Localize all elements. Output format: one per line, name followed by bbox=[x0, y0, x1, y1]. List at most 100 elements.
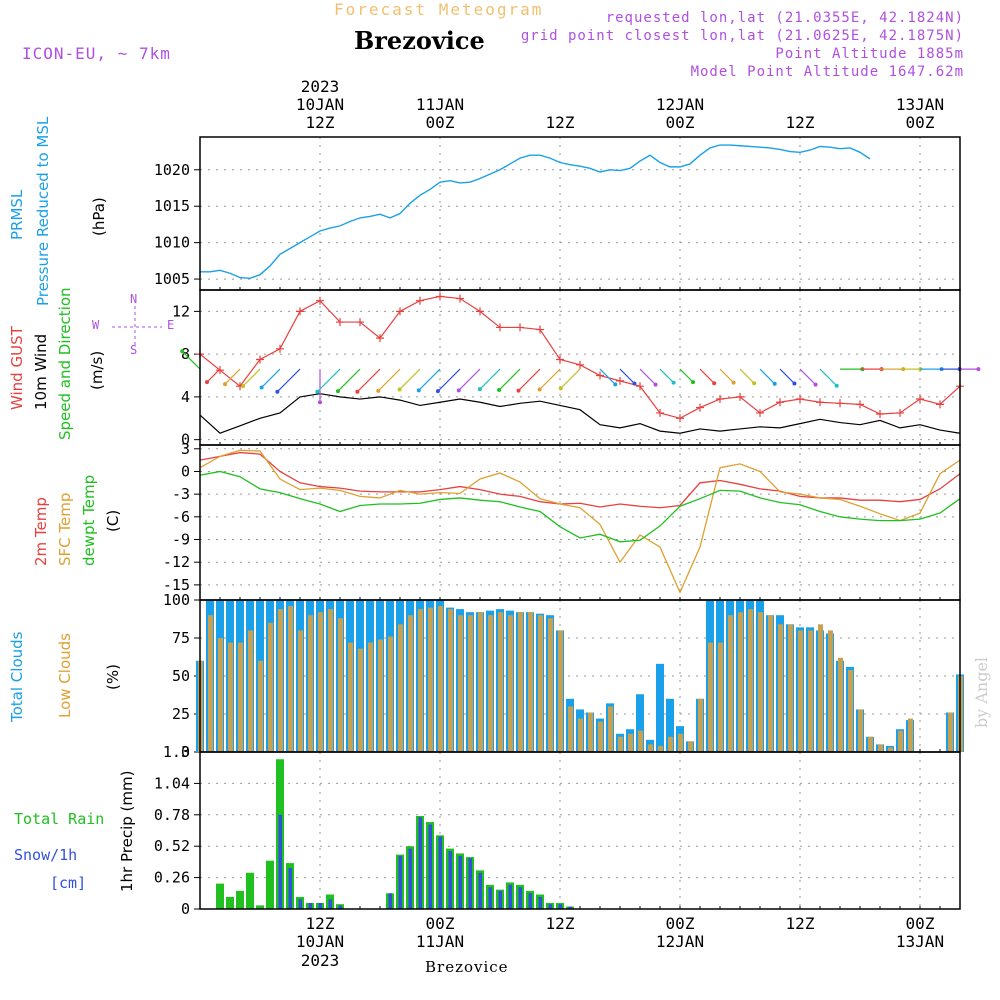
gust-point-5 bbox=[296, 307, 304, 316]
p4-label-total: Total Clouds bbox=[8, 631, 26, 722]
cloud-low-bar-34 bbox=[538, 615, 543, 752]
p5-label-cm: [cm] bbox=[50, 874, 87, 892]
wind-arrow-4 bbox=[261, 368, 281, 388]
wind-arrow-7 bbox=[316, 368, 341, 393]
wind-arrow-head-16 bbox=[497, 388, 502, 393]
cloud-low-bar-54 bbox=[738, 612, 743, 752]
gust-point-31 bbox=[816, 398, 824, 407]
gust-point-26 bbox=[716, 395, 724, 404]
gust-point-37 bbox=[936, 400, 944, 409]
wind-arrow-head-2 bbox=[223, 382, 228, 387]
snow-bar-21 bbox=[408, 848, 412, 909]
cloud-low-bar-46 bbox=[658, 745, 663, 752]
snow-bar-25 bbox=[448, 851, 452, 909]
wind-arrow-head-15 bbox=[477, 387, 482, 392]
p1-label-pressure: Pressure Reduced to MSL bbox=[34, 116, 52, 306]
cloud-low-bar-57 bbox=[768, 615, 773, 752]
snow-bar-13 bbox=[328, 899, 332, 909]
gust-point-6 bbox=[316, 296, 324, 305]
cloud-low-bar-12 bbox=[318, 612, 323, 752]
cloud-low-bar-29 bbox=[488, 615, 493, 752]
wind-arrow-8 bbox=[337, 368, 361, 392]
cloud-low-bar-3 bbox=[228, 642, 233, 752]
snow-bar-24 bbox=[438, 836, 442, 909]
snow-bar-29 bbox=[488, 887, 492, 909]
cloud-low-bar-49 bbox=[688, 741, 693, 752]
wind-arrow-5 bbox=[276, 368, 301, 393]
ytick-label-p5-0: 0 bbox=[181, 900, 190, 918]
cloud-low-bar-61 bbox=[808, 630, 813, 752]
wind-arrow-head-1 bbox=[204, 380, 209, 385]
wind-arrow-9 bbox=[356, 368, 381, 393]
snow-bar-32 bbox=[518, 887, 522, 909]
cloud-low-bar-23 bbox=[428, 607, 433, 752]
cloud-low-bar-40 bbox=[598, 721, 603, 752]
p5-label-snow: Snow/1h bbox=[14, 846, 78, 864]
wind-arrow-25 bbox=[699, 368, 715, 384]
wind-arrow-head-14 bbox=[456, 388, 461, 393]
p5-label-rain: Total Rain bbox=[14, 810, 105, 828]
bottom-hour-label-1: 00Z bbox=[426, 914, 455, 933]
cloud-low-bar-56 bbox=[758, 612, 763, 752]
gust-point-34 bbox=[876, 410, 884, 418]
cloud-low-bar-70 bbox=[898, 730, 903, 752]
wind-arrow-1 bbox=[206, 368, 221, 383]
wind-arrow-head-3 bbox=[241, 384, 246, 389]
wind-arrow-head-11 bbox=[397, 387, 402, 392]
gust-point-36 bbox=[916, 395, 924, 404]
bottom-hour-label-3: 00Z bbox=[666, 914, 695, 933]
wind-arrow-head-18 bbox=[537, 387, 542, 392]
gust-point-24 bbox=[676, 414, 684, 423]
cloud-low-bar-65 bbox=[848, 669, 853, 752]
ytick-label-p3-4: -9 bbox=[172, 531, 190, 549]
wind-arrow-head-8 bbox=[335, 389, 340, 394]
wind-arrow-10 bbox=[377, 368, 401, 392]
snow-bar-35 bbox=[548, 904, 552, 909]
gust-point-10 bbox=[396, 307, 404, 316]
gust-point-23 bbox=[656, 408, 664, 417]
ytick-label-p3-2: -3 bbox=[172, 485, 190, 503]
ytick-label-p3-5: -12 bbox=[163, 553, 190, 571]
cloud-low-bar-32 bbox=[518, 612, 523, 752]
cloud-low-bar-68 bbox=[878, 744, 883, 752]
cloud-low-bar-17 bbox=[368, 642, 373, 752]
cloud-low-bar-47 bbox=[668, 736, 673, 752]
cloud-low-bar-22 bbox=[418, 609, 423, 752]
cloud-low-bar-10 bbox=[298, 630, 303, 752]
gust-point-8 bbox=[356, 318, 364, 327]
cloud-low-bar-5 bbox=[248, 630, 253, 752]
wind-arrow-22 bbox=[639, 368, 656, 386]
wind-arrow-head-19 bbox=[558, 386, 563, 391]
gust-point-15 bbox=[496, 323, 504, 332]
bottom-day-label-5: 13JAN bbox=[896, 932, 944, 951]
wind-arrow-head-24 bbox=[691, 380, 696, 385]
wind-arrow-16 bbox=[498, 368, 521, 391]
p2-label-speed-dir: Speed and Direction bbox=[56, 287, 74, 440]
meteogram-title: Forecast Meteogram bbox=[334, 0, 544, 19]
snow-bar-33 bbox=[528, 893, 532, 909]
cloud-low-bar-50 bbox=[698, 698, 703, 752]
cloud-total-bar-46 bbox=[656, 663, 664, 752]
gust-point-20 bbox=[596, 371, 604, 380]
cloud-low-bar-21 bbox=[408, 615, 413, 752]
snow-bar-22 bbox=[418, 817, 422, 909]
ytick-label-p3-3: -6 bbox=[172, 508, 190, 526]
cloud-low-bar-15 bbox=[348, 642, 353, 752]
top-day-label-3: 12JAN bbox=[656, 95, 704, 114]
ytick-label-p3-1: 0 bbox=[181, 462, 190, 480]
compass-west: W bbox=[92, 318, 100, 332]
cloud-low-bar-19 bbox=[388, 636, 393, 752]
snow-bar-14 bbox=[338, 905, 342, 909]
wind-arrow-28 bbox=[759, 368, 776, 385]
snow-bar-27 bbox=[468, 858, 472, 909]
ytick-label-p2-1: 4 bbox=[181, 388, 190, 406]
top-day-label-5: 13JAN bbox=[896, 95, 944, 114]
ytick-label-p4-0: 0 bbox=[181, 743, 190, 761]
bottom-year-label: 2023 bbox=[301, 951, 340, 970]
snow-bar-30 bbox=[498, 890, 502, 909]
panel-frame-1 bbox=[199, 136, 961, 291]
cloud-low-bar-60 bbox=[798, 630, 803, 752]
wind-arrow-head-20 bbox=[613, 382, 618, 387]
cloud-low-bar-41 bbox=[608, 706, 613, 752]
